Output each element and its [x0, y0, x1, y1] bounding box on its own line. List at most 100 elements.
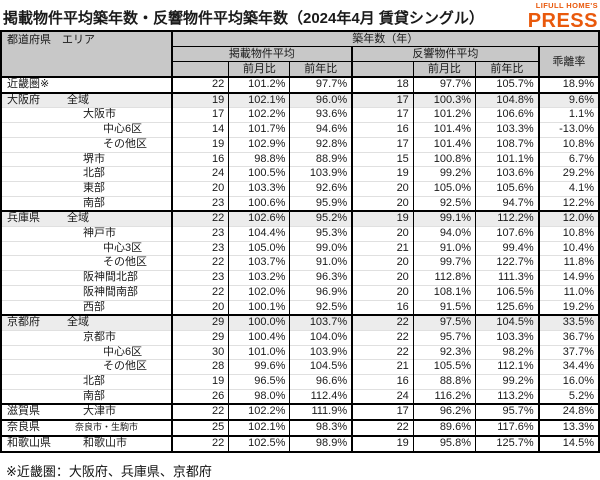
- table-row: 南部 26 98.0% 112.4% 24 116.2% 113.2% 5.2%: [0, 388, 599, 405]
- table-row: 大阪府 全域 19 102.1% 96.0% 17 100.3% 104.8% 9.6%: [0, 91, 599, 108]
- header-listed-value-blank: [170, 61, 230, 78]
- table-row: 北部 19 96.5% 96.6% 16 88.8% 99.2% 16.0%: [0, 374, 599, 390]
- header-listed-yoy: 前年比: [289, 61, 353, 78]
- cell-response-age: 19: [351, 166, 414, 182]
- cell-response-mom: 91.0%: [412, 240, 476, 256]
- cell-listed-yoy: 104.0%: [289, 329, 353, 346]
- cell-listed-age: 20: [170, 180, 229, 197]
- cell-response-age: 22: [351, 344, 414, 360]
- cell-response-yoy: 113.2%: [475, 388, 539, 405]
- table-row: 京都府 全域 29 100.0% 103.7% 22 97.5% 104.5% 33.5%: [0, 314, 599, 331]
- cell-response-yoy: 108.7%: [475, 136, 539, 153]
- cell-prefecture-area: 阪神間南部: [0, 284, 172, 301]
- cell-prefecture-area: 大阪市: [0, 107, 172, 123]
- header-response-average: 反響物件平均: [351, 46, 540, 62]
- cell-prefecture-area: その他区: [0, 359, 172, 375]
- table-row: 奈良県 奈良市・生駒市 25 102.1% 98.3% 22 89.6% 117.6% 13.3…: [0, 419, 599, 436]
- cell-listed-mom: 100.6%: [228, 195, 290, 212]
- cell-response-mom: 112.8%: [412, 270, 476, 286]
- cell-response-age: 16: [351, 122, 414, 138]
- cell-divergence: -13.0%: [537, 122, 599, 138]
- area-label: その他区: [103, 256, 147, 269]
- table-row: その他区 28 99.6% 104.5% 21 105.5% 112.1% 34.4%: [0, 359, 599, 375]
- cell-listed-yoy: 93.6%: [289, 107, 353, 123]
- cell-response-yoy: 125.7%: [475, 434, 539, 452]
- cell-listed-age: 24: [170, 166, 229, 182]
- area-label: 京都市: [83, 330, 116, 343]
- table-row: 神戸市 23 104.4% 95.3% 20 94.0% 107.6% 10.8%: [0, 226, 599, 242]
- cell-response-mom: 105.5%: [412, 359, 476, 375]
- cell-response-age: 15: [351, 151, 414, 167]
- table-row: 阪神間北部 23 103.2% 96.3% 20 112.8% 111.3% 14.9%: [0, 270, 599, 286]
- cell-listed-mom: 102.2%: [228, 403, 290, 421]
- cell-listed-age: 17: [170, 107, 229, 123]
- cell-response-yoy: 103.6%: [475, 166, 539, 182]
- cell-response-age: 17: [351, 403, 414, 421]
- cell-prefecture-area: 中心6区: [0, 122, 172, 138]
- table-row: 近畿圏※ 22 101.2% 97.7% 18 97.7% 105.7% 18.9%: [0, 76, 599, 93]
- prefecture-label: 近畿圏※: [7, 78, 50, 90]
- cell-listed-mom: 100.4%: [228, 329, 290, 346]
- cell-divergence: 36.7%: [537, 329, 599, 346]
- area-label: 中心6区: [103, 123, 143, 136]
- cell-response-mom: 99.7%: [412, 255, 476, 271]
- cell-listed-mom: 98.8%: [228, 151, 290, 167]
- table-row: 北部 24 100.5% 103.9% 19 99.2% 103.6% 29.2%: [0, 166, 599, 182]
- cell-listed-age: 22: [170, 76, 229, 93]
- cell-response-age: 19: [351, 434, 414, 452]
- cell-response-age: 20: [351, 284, 414, 301]
- cell-divergence: 24.8%: [537, 403, 599, 421]
- cell-listed-mom: 102.5%: [228, 434, 290, 452]
- cell-response-age: 17: [351, 107, 414, 123]
- cell-prefecture-area: 近畿圏※: [0, 76, 172, 93]
- cell-listed-yoy: 103.7%: [289, 314, 353, 331]
- prefecture-label: 兵庫県: [7, 212, 40, 225]
- table-row: その他区 19 102.9% 92.8% 17 101.4% 108.7% 10.8%: [0, 136, 599, 153]
- cell-response-mom: 89.6%: [412, 419, 476, 436]
- cell-listed-yoy: 92.8%: [289, 136, 353, 153]
- header-prefecture-area: 都道府県 エリア: [0, 30, 173, 78]
- table-row: 阪神間南部 22 102.0% 96.9% 20 108.1% 106.5% 11.0%: [0, 284, 599, 301]
- cell-listed-age: 23: [170, 226, 229, 242]
- cell-response-age: 20: [351, 226, 414, 242]
- cell-response-mom: 105.0%: [412, 180, 476, 197]
- cell-listed-age: 25: [170, 419, 229, 436]
- cell-listed-mom: 96.5%: [228, 374, 290, 390]
- cell-prefecture-area: 南部: [0, 195, 172, 212]
- cell-listed-age: 22: [170, 403, 229, 421]
- cell-prefecture-area: 神戸市: [0, 226, 172, 242]
- cell-response-mom: 99.1%: [412, 210, 476, 227]
- area-label: 神戸市: [83, 227, 116, 240]
- cell-response-mom: 101.4%: [412, 122, 476, 138]
- cell-response-age: 17: [351, 91, 414, 108]
- cell-response-yoy: 112.2%: [475, 210, 539, 227]
- table-row: 東部 20 103.3% 92.6% 20 105.0% 105.6% 4.1%: [0, 180, 599, 197]
- cell-listed-yoy: 103.9%: [289, 344, 353, 360]
- header-response-mom: 前月比: [412, 61, 477, 78]
- cell-prefecture-area: 北部: [0, 374, 172, 390]
- area-label: 西部: [83, 300, 105, 313]
- cell-response-yoy: 104.8%: [475, 91, 539, 108]
- table-row: 滋賀県 大津市 22 102.2% 111.9% 17 96.2% 95.7% 24.8%: [0, 403, 599, 421]
- cell-response-mom: 108.1%: [412, 284, 476, 301]
- cell-response-mom: 91.5%: [412, 299, 476, 316]
- cell-prefecture-area: 滋賀県 大津市: [0, 403, 172, 421]
- prefecture-label: 奈良県: [7, 421, 40, 434]
- table-body: 近畿圏※ 22 101.2% 97.7% 18 97.7% 105.7% 18.9% 大阪府 全域…: [0, 76, 599, 452]
- cell-listed-yoy: 92.5%: [289, 299, 353, 316]
- cell-response-mom: 116.2%: [412, 388, 476, 405]
- cell-listed-mom: 102.9%: [228, 136, 290, 153]
- area-label: 堺市: [83, 152, 105, 165]
- cell-listed-mom: 100.5%: [228, 166, 290, 182]
- cell-divergence: 14.5%: [537, 434, 599, 452]
- cell-listed-age: 16: [170, 151, 229, 167]
- table-row: 大阪市 17 102.2% 93.6% 17 101.2% 106.6% 1.1%: [0, 107, 599, 123]
- cell-response-mom: 100.3%: [412, 91, 476, 108]
- cell-response-mom: 97.5%: [412, 314, 476, 331]
- cell-listed-age: 22: [170, 284, 229, 301]
- cell-response-yoy: 94.7%: [475, 195, 539, 212]
- cell-response-yoy: 95.7%: [475, 403, 539, 421]
- cell-divergence: 29.2%: [537, 166, 599, 182]
- cell-divergence: 4.1%: [537, 180, 599, 197]
- cell-prefecture-area: その他区: [0, 255, 172, 271]
